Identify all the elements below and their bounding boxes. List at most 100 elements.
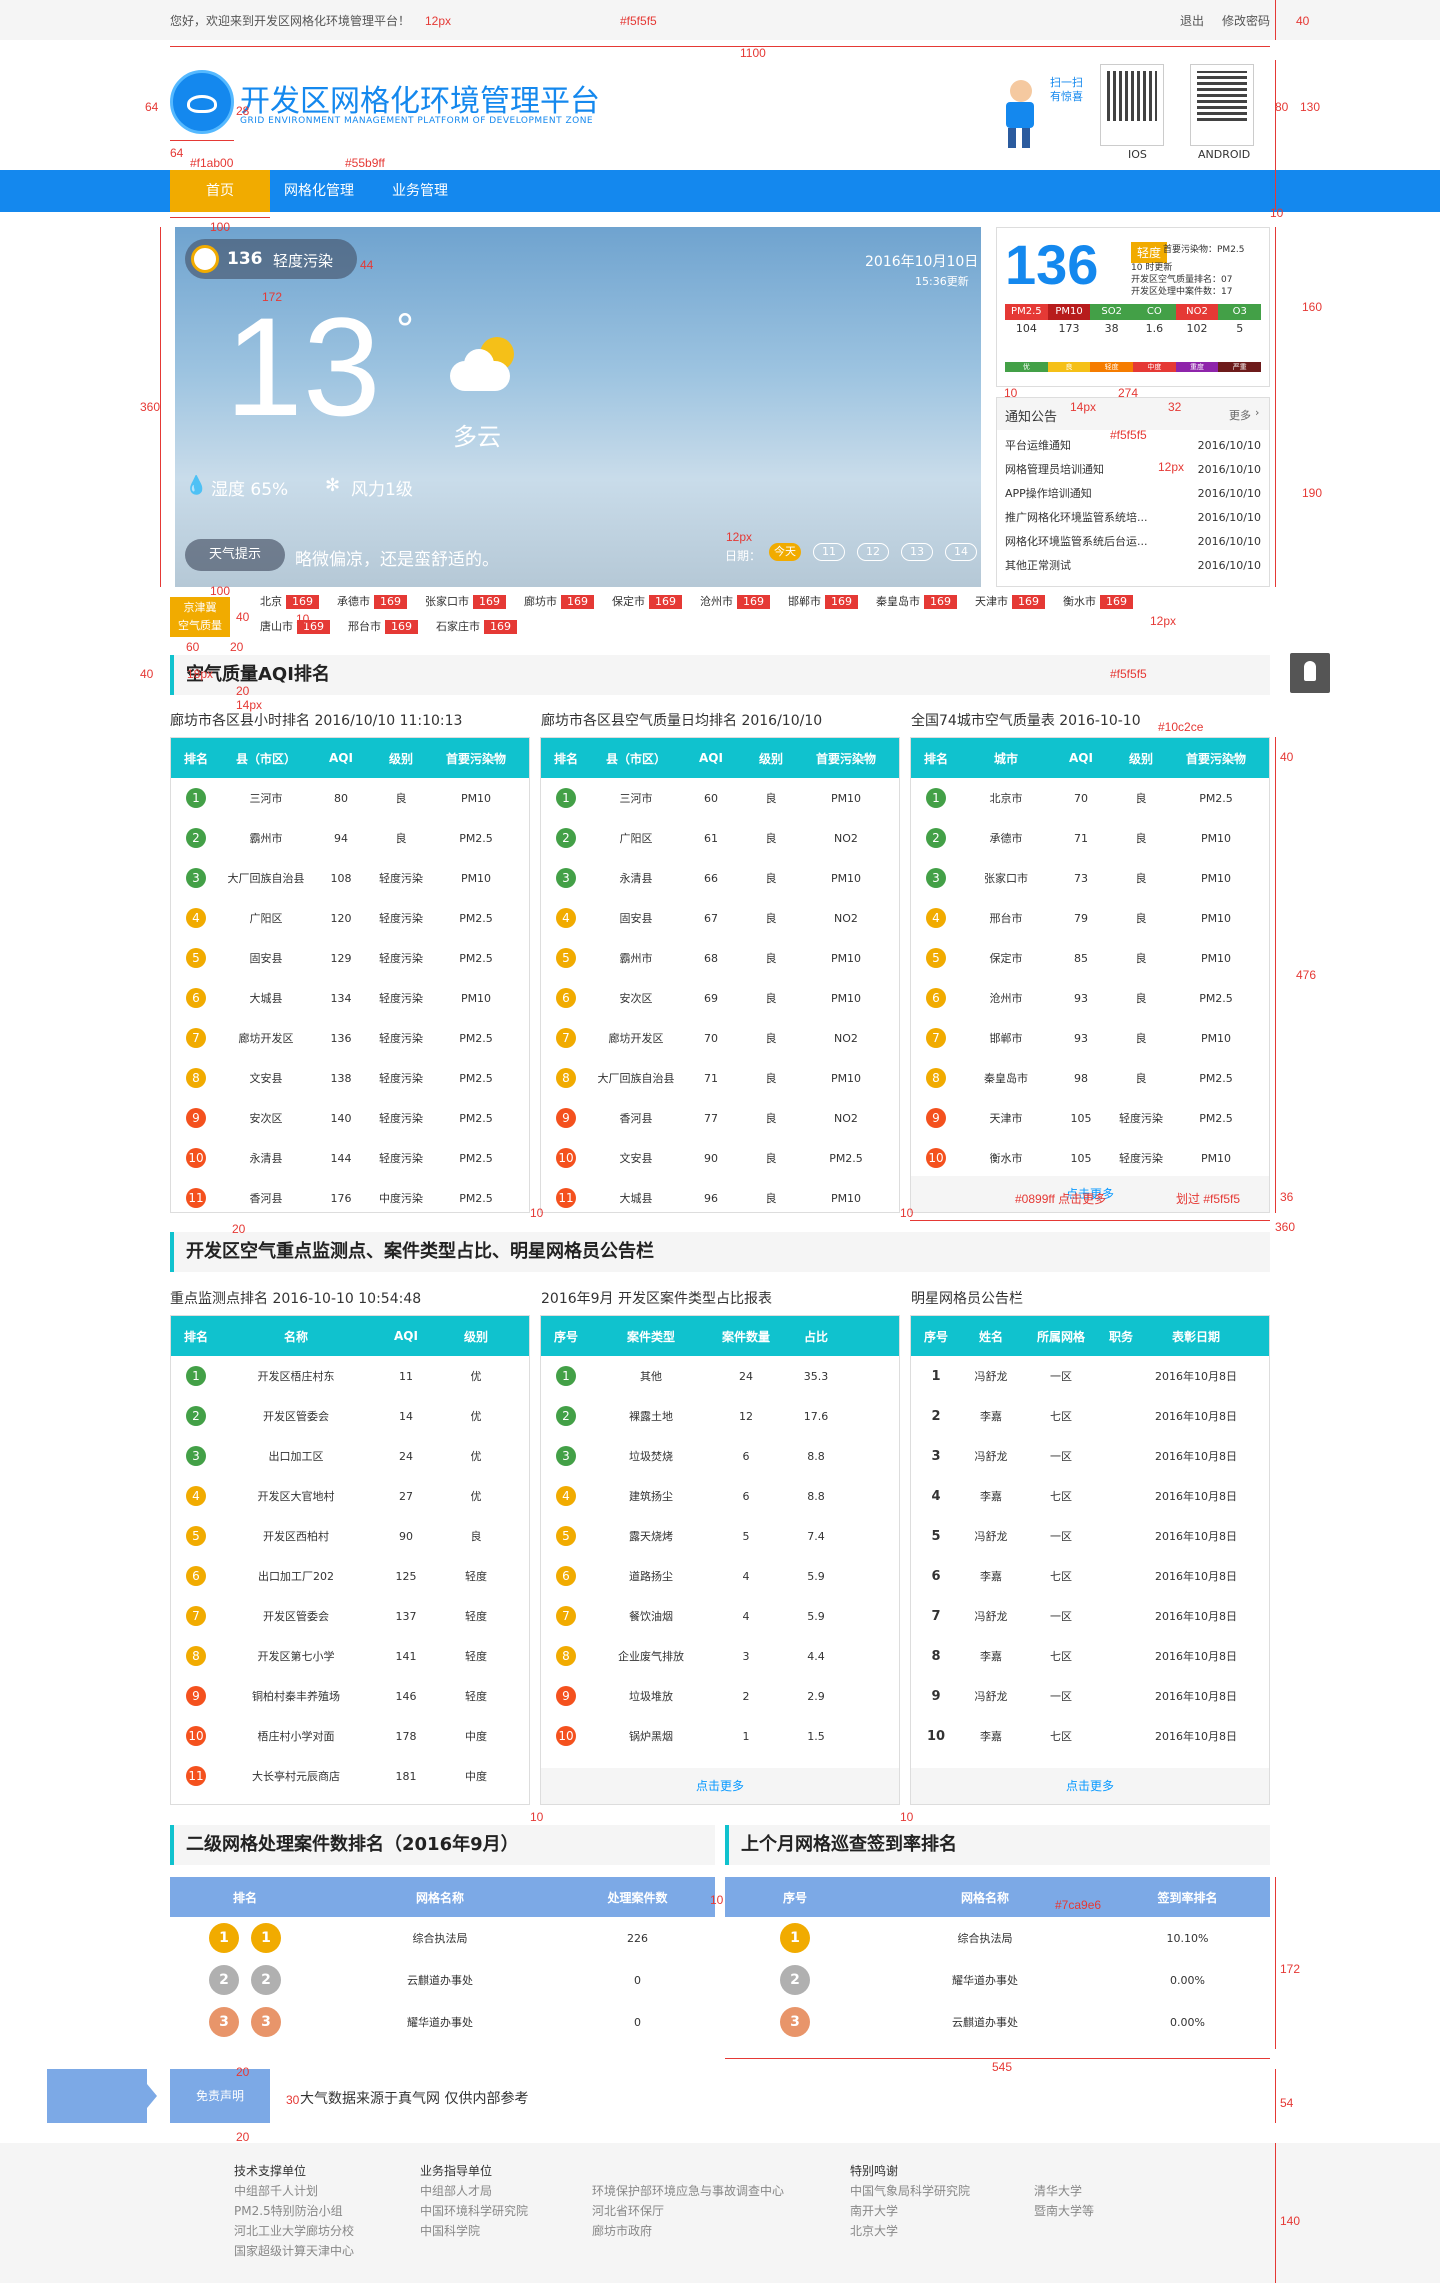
city-aqi-item[interactable]: 唐山市 169 [260, 618, 330, 634]
design-annotation: 40 [236, 610, 250, 624]
date-14[interactable]: 14 [945, 543, 977, 561]
footer-link[interactable]: 暨南大学等 [1034, 2204, 1095, 2218]
rank-cell: 10 [541, 1148, 591, 1168]
table-row: 3 大厂回族自治县 108 轻度污染 PM10 [171, 858, 529, 898]
footer-link[interactable]: 河北省环保厅 [592, 2204, 665, 2218]
notice-item[interactable]: 网格管理员培训通知 2016/10/10 [1005, 458, 1261, 482]
nav-business-management[interactable]: 业务管理 [392, 183, 448, 199]
table-cell: PM10 [1200, 1031, 1232, 1045]
notice-item[interactable]: 网格化环境监管系统后台运... 2016/10/10 [1005, 530, 1261, 554]
banner-update: 15:36更新 [915, 275, 969, 288]
city-aqi-item[interactable]: 衡水市 169 [1063, 593, 1133, 609]
footer-link[interactable]: 清华大学 [1034, 2184, 1083, 2198]
city-aqi-item[interactable]: 石家庄市 169 [436, 618, 517, 634]
footer-link[interactable]: 南开大学 [850, 2204, 899, 2218]
footer-link[interactable]: 中组部千人计划 [234, 2184, 319, 2198]
column-header: 排名 [232, 1890, 257, 1905]
more-link[interactable]: 点击更多 [541, 1768, 899, 1804]
disclaimer-label: 免责声明 [170, 2069, 270, 2123]
logout-link[interactable]: 退出 [1180, 14, 1205, 28]
nav-grid-management[interactable]: 网格化管理 [284, 183, 354, 199]
table-cell: 大长亭村元辰商店 [252, 1770, 340, 1783]
more-link[interactable]: 点击更多 [911, 1176, 1269, 1212]
footer-link[interactable]: 中组部人才局 [420, 2184, 493, 2198]
table-row: 1 其他 24 35.3 [541, 1356, 899, 1396]
table-row: 2 2 云麒道办事处 0 [170, 1959, 715, 2001]
table-cell: PM10 [460, 991, 492, 1005]
date-13[interactable]: 13 [901, 543, 933, 561]
design-annotation: 10 [710, 1893, 724, 1907]
rank-badge: 6 [926, 988, 946, 1008]
design-annotation: 12px [1158, 460, 1185, 474]
city-aqi-item[interactable]: 廊坊市 169 [524, 593, 594, 609]
city-name: 邢台市 [348, 620, 381, 633]
city-aqi-item[interactable]: 秦皇岛市 169 [876, 593, 957, 609]
city-aqi-item[interactable]: 天津市 169 [975, 593, 1045, 609]
design-annotation: 10 [530, 1810, 544, 1824]
footer-link[interactable]: 中国气象局科学研究院 [850, 2184, 971, 2198]
rank-badge: 5 [556, 948, 576, 968]
rocket-icon[interactable] [1290, 653, 1330, 693]
pollutant-pm10: PM10 [1047, 304, 1091, 320]
table-cell: 良 [1135, 1072, 1147, 1085]
table-cell: 良 [765, 872, 777, 885]
design-annotation: 44 [360, 258, 374, 272]
city-aqi-item[interactable]: 保定市 169 [612, 593, 682, 609]
nav-home[interactable]: 首页 [170, 170, 270, 212]
change-password-link[interactable]: 修改密码 [1222, 14, 1271, 28]
rank-cell: 1 [541, 1366, 591, 1386]
table-cell: PM10 [1200, 951, 1232, 965]
rank-badge: 6 [186, 988, 206, 1008]
column-header: 姓名 [978, 1329, 1003, 1344]
table-cell: 轻度污染 [379, 952, 423, 965]
column-header: 级别 [463, 1329, 488, 1344]
footer-link[interactable]: 国家超级计算天津中心 [234, 2244, 355, 2258]
android-qr[interactable] [1190, 64, 1254, 146]
column-header: 所属网格 [1036, 1329, 1085, 1344]
footer-link[interactable]: 中国环境科学研究院 [420, 2204, 529, 2218]
notice-item-date: 2016/10/10 [1197, 439, 1261, 452]
table-row: 8 李嘉 七区 2016年10月8日 [911, 1636, 1269, 1676]
banner-level: 轻度污染 [273, 252, 334, 270]
table-cell: 七区 [1050, 1410, 1072, 1423]
city-aqi-item[interactable]: 承德市 169 [337, 593, 407, 609]
footer-link[interactable]: PM2.5特别防治小组 [234, 2204, 343, 2218]
footer-link[interactable]: 中国科学院 [420, 2224, 481, 2238]
ios-label: IOS [1128, 148, 1147, 161]
ios-qr[interactable] [1100, 64, 1164, 146]
rank-cell: 4 [541, 908, 591, 928]
footer-link[interactable]: 北京大学 [850, 2224, 899, 2238]
table-cell: 安次区 [249, 1112, 283, 1125]
notice-item[interactable]: 其他正常测试 2016/10/10 [1005, 554, 1261, 578]
table-cell: 27 [399, 1489, 413, 1503]
notice-item[interactable]: 推广网格化环境监管系统培... 2016/10/10 [1005, 506, 1261, 530]
city-aqi-item[interactable]: 邢台市 169 [348, 618, 418, 634]
city-aqi-item[interactable]: 邯郸市 169 [788, 593, 858, 609]
rank-cell: 3 [911, 868, 961, 888]
date-12[interactable]: 12 [857, 543, 889, 561]
table-cell: 108 [330, 871, 352, 885]
footer-link[interactable]: 环境保护部环境应急与事故调查中心 [592, 2184, 785, 2198]
date-11[interactable]: 11 [813, 543, 845, 561]
medal-cell: 1 [725, 1923, 865, 1953]
city-name: 唐山市 [260, 620, 293, 633]
table-cell: PM10 [1200, 871, 1232, 885]
design-annotation: #55b9ff [345, 156, 385, 170]
more-link[interactable]: 点击更多 [911, 1768, 1269, 1804]
date-today[interactable]: 今天 [769, 543, 801, 561]
notice-more[interactable]: 更多 [1229, 409, 1251, 422]
table-row: 1 1 综合执法局 226 [170, 1917, 715, 1959]
rank-cell: 4 [171, 1486, 221, 1506]
aqi-ranking-title: 空气质量AQI排名 [170, 655, 1270, 695]
city-aqi-item[interactable]: 张家口市 169 [425, 593, 506, 609]
table-cell: 2016年10月8日 [1155, 1410, 1237, 1423]
city-aqi-item[interactable]: 沧州市 169 [700, 593, 770, 609]
notice-item[interactable]: APP操作培训通知 2016/10/10 [1005, 482, 1261, 506]
table-cell: 廊坊开发区 [238, 1032, 294, 1045]
city-aqi-item[interactable]: 北京 169 [260, 593, 319, 609]
footer-link[interactable]: 廊坊市政府 [592, 2224, 653, 2238]
notice-item[interactable]: 平台运维通知 2016/10/10 [1005, 434, 1261, 458]
column-header: 签到率排名 [1157, 1890, 1218, 1905]
footer-col-guide: 业务指导单位 中组部人才局 中国环境科学研究院 中国科学院 [420, 2161, 528, 2241]
footer-link[interactable]: 河北工业大学廊坊分校 [234, 2224, 355, 2238]
